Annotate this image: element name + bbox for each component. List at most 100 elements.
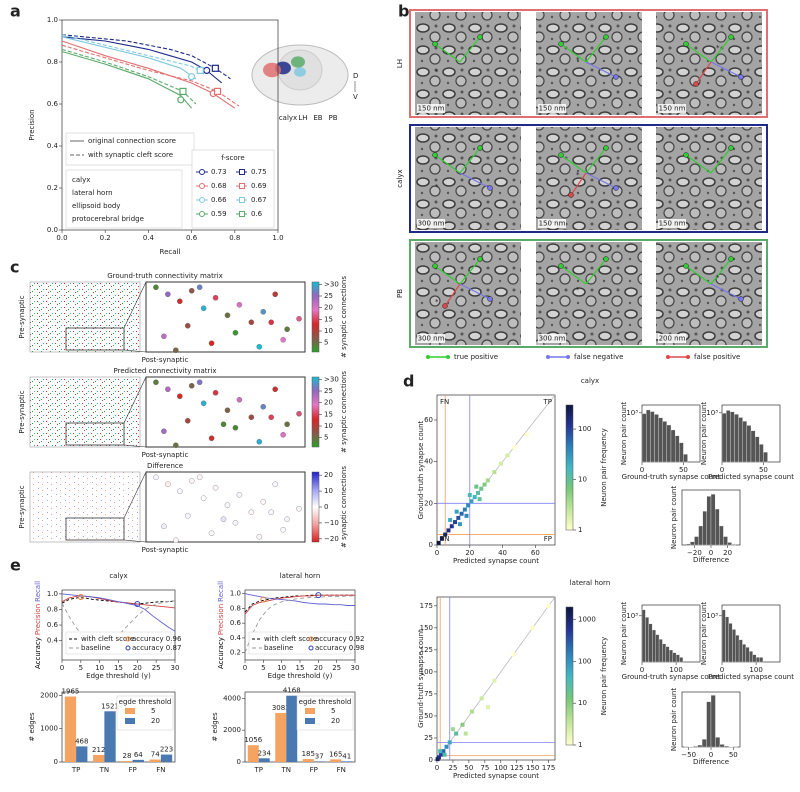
scale-bar-bg [658,334,686,343]
connection-dot [236,396,243,403]
connection-dot [184,513,191,519]
bar [330,759,342,762]
legend-label: protocerebral bridge [72,215,144,223]
y-tick-label: 60 [424,416,433,424]
y-tick-label: 175 [420,602,433,610]
y-tick-label: 1.0 [47,16,58,24]
quadrant-label: TN [439,535,450,543]
x-tick-label: 10 [95,664,104,672]
x-axis-label: Recall [160,248,181,256]
x-tick-label: TP [71,766,81,774]
y-axis-label: Neuron pair count [620,602,628,665]
connection-dot [188,477,195,484]
y-tick-label: 1000 [40,725,58,733]
y-tick-label: 1.0 [230,590,241,598]
bar [132,759,144,762]
legend-label: ellipsoid body [72,202,120,210]
synapse-end [487,296,493,302]
x-tick-label: 60 [531,549,540,557]
bar [149,759,161,762]
asterisk: * [435,298,439,306]
legend-title: egde threshold [119,698,172,706]
heatmap-cell [442,752,447,757]
synapse-end [442,303,448,309]
accuracy-marker [260,596,267,603]
y-tick-label: 10³ [626,612,638,620]
x-tick-label: FN [156,766,165,774]
y-axis-label-part: Recall [217,581,225,602]
legend-value: 0.69 [251,182,267,190]
connection-dot [296,410,302,417]
colorbar [311,376,320,448]
legend-box [248,631,352,655]
connection-dot [256,534,263,540]
scale-bar-label: 300 nm [418,335,445,343]
synapse-link [585,258,607,285]
histogram-bar [650,411,655,463]
em-row-label: LH [396,59,404,68]
y-tick-label: 0.4 [47,142,59,150]
histogram-bar [645,409,651,463]
synapse-link [585,36,607,63]
asterisk: * [435,68,439,76]
synapse-end [603,34,609,40]
connection-dot [280,527,286,533]
heatmap-cell [454,731,459,736]
y-axis-label: Ground-truth synapse count [417,420,425,519]
series-line [244,595,355,653]
y-axis-label: Neuron pair count [620,402,628,465]
colorbar-tick-label: 10 [578,476,587,484]
synapse-link [459,283,491,300]
histogram-bar [731,544,737,546]
scale-bar-bg [538,104,566,113]
zoom-connector [123,349,147,353]
synapse-link [695,61,712,85]
connection-dot [161,523,167,530]
histogram-bar [738,639,743,663]
scale-bar-label: 200 nm [659,335,686,343]
legend-marker [199,183,205,189]
x-axis-label: Predicted synapse count [708,673,794,681]
histogram-bar [655,634,660,663]
x-tick-label: −50 [681,751,696,759]
y-tick-label: 0.4 [230,634,242,642]
y-tick-label: 0.8 [47,58,58,66]
histogram-bar [745,647,750,663]
heatmap-cell [482,482,487,487]
connection-dot [165,386,171,392]
f-score-marker [203,66,211,75]
heatmap-cell [439,536,444,541]
synapse-link [570,172,587,196]
connection-dot [196,474,203,480]
x-tick-label: 50 [759,466,768,474]
connection-dot [224,312,231,318]
histogram-bar [725,616,729,663]
histogram-bar [665,646,670,663]
heatmap-cell [475,490,480,495]
x-axis-label: Difference [693,758,729,766]
connection-dot [260,403,267,410]
legend-box [65,169,183,229]
synapse-link [434,265,461,285]
connection-dot [177,488,183,494]
scale-bar-bg [538,219,566,228]
synapse-link [585,147,607,174]
legend-title: f-score [221,154,244,162]
y-tick-label: 75 [424,690,433,698]
x-tick-label: 0 [720,466,724,474]
connection-dot [212,484,219,491]
bar-value-label: 212 [92,746,105,754]
heatmap-cell [443,532,448,537]
y-tick-label: 10³ [626,409,638,417]
x-tick-label: 0 [640,466,644,474]
legend-marker [125,636,131,642]
heatmap-cell [512,445,517,450]
synapse-link [710,283,742,300]
pr-curve [61,34,205,76]
chart-title: Ground-truth connectivity matrix [107,272,223,280]
x-tick-label: FP [310,766,318,774]
y-tick-label: 0.6 [47,621,59,629]
colorbar-tick-label: 5 [324,339,328,347]
synapse-link [710,147,732,174]
legend-label: accuracy 0.98 [315,644,364,652]
